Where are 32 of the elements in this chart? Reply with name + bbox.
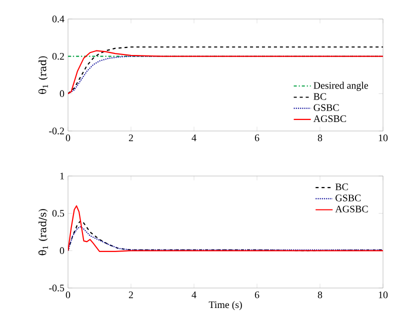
x-tick-label: 4 [192,292,196,298]
x-tick-label: 8 [318,134,322,142]
x-tick-label: 6 [254,134,260,142]
y-tick-label: -0.5 [49,284,64,292]
y-tick-label: 1 [60,172,64,180]
legend-label: GSBC [336,194,361,202]
y-tick-label: 0.2 [52,52,64,60]
legend-label: AGSBC [313,115,346,122]
x-tick-label: 2 [128,292,133,298]
y-axis-title: θ$_{1}$ (rad) [38,56,48,94]
y-tick-label: 0.4 [52,16,64,22]
legend-label: BC [314,93,326,100]
x-tick-label: 0 [66,292,70,298]
legend-label: AGSBC [335,206,368,212]
x-tick-label: 4 [192,134,196,142]
y-tick-label: 0.5 [52,210,64,217]
legend-label: GSBC [314,104,339,111]
x-tick-label: 2 [128,134,133,142]
x-tick-label: 8 [318,292,322,298]
line-series [68,205,384,252]
y-tick-label: 0 [60,247,64,254]
x-tick-label: 10 [378,134,388,142]
x-tick-label: 0 [66,134,70,142]
legend-label: BC [335,184,348,190]
line-series [68,226,384,252]
legend-label: Desired angle [314,82,368,91]
y-tick-label: 0 [60,90,64,98]
x-tick-label: 6 [254,292,260,298]
y-axis-title: θ̇$_{1}$ (rad/s) [38,209,48,256]
y-tick-label: -0.2 [49,128,64,134]
x-tick-label: 10 [378,292,388,298]
x-axis-title: Time (s) [208,301,242,310]
